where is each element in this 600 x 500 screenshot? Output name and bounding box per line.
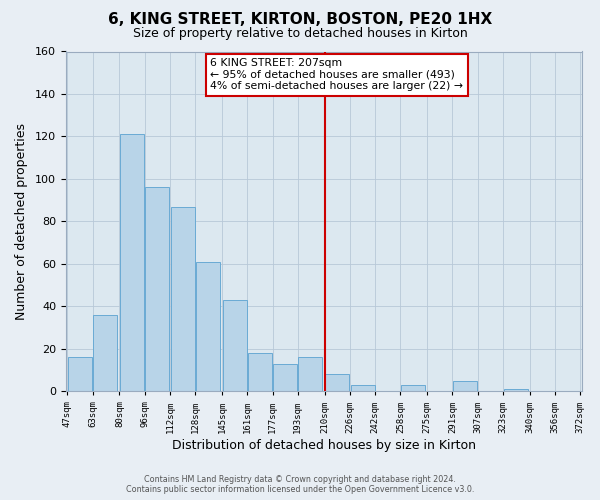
Bar <box>273 364 297 392</box>
Bar <box>503 389 527 392</box>
Bar <box>223 300 247 392</box>
Text: Contains HM Land Registry data © Crown copyright and database right 2024.
Contai: Contains HM Land Registry data © Crown c… <box>126 474 474 494</box>
Bar <box>170 206 194 392</box>
Bar <box>453 380 477 392</box>
Bar <box>248 353 272 392</box>
Bar <box>401 385 425 392</box>
Bar <box>325 374 349 392</box>
X-axis label: Distribution of detached houses by size in Kirton: Distribution of detached houses by size … <box>172 440 476 452</box>
Text: 6 KING STREET: 207sqm
← 95% of detached houses are smaller (493)
4% of semi-deta: 6 KING STREET: 207sqm ← 95% of detached … <box>211 58 463 92</box>
Text: 6, KING STREET, KIRTON, BOSTON, PE20 1HX: 6, KING STREET, KIRTON, BOSTON, PE20 1HX <box>108 12 492 28</box>
Bar <box>120 134 144 392</box>
Y-axis label: Number of detached properties: Number of detached properties <box>15 123 28 320</box>
Bar <box>350 385 374 392</box>
Bar <box>298 358 322 392</box>
Bar <box>68 358 92 392</box>
Bar <box>196 262 220 392</box>
Bar <box>145 188 169 392</box>
Text: Size of property relative to detached houses in Kirton: Size of property relative to detached ho… <box>133 28 467 40</box>
Bar <box>93 315 117 392</box>
